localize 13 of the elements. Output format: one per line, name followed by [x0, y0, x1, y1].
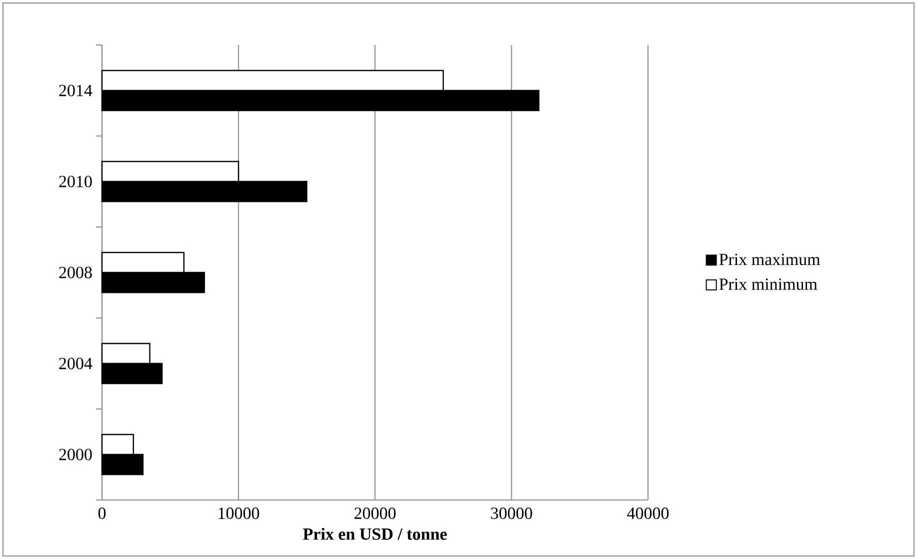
x-tick-label: 10000: [218, 508, 260, 520]
x-axis-title: Prix en USD / tonne: [303, 528, 447, 540]
legend-label: Prix maximum: [719, 254, 820, 266]
x-tick-label: 0: [98, 508, 106, 520]
y-tick-label: 2014: [59, 84, 92, 96]
y-tick-label: 2008: [59, 266, 92, 278]
y-tick-label: 2004: [59, 358, 92, 370]
legend-label: Prix minimum: [719, 278, 818, 290]
x-tick-label: 20000: [354, 508, 396, 520]
y-tick-label: 2010: [59, 176, 92, 188]
y-tick-label: 2000: [59, 448, 92, 460]
x-tick-label: 40000: [627, 508, 669, 520]
x-tick-label: 30000: [491, 508, 532, 520]
